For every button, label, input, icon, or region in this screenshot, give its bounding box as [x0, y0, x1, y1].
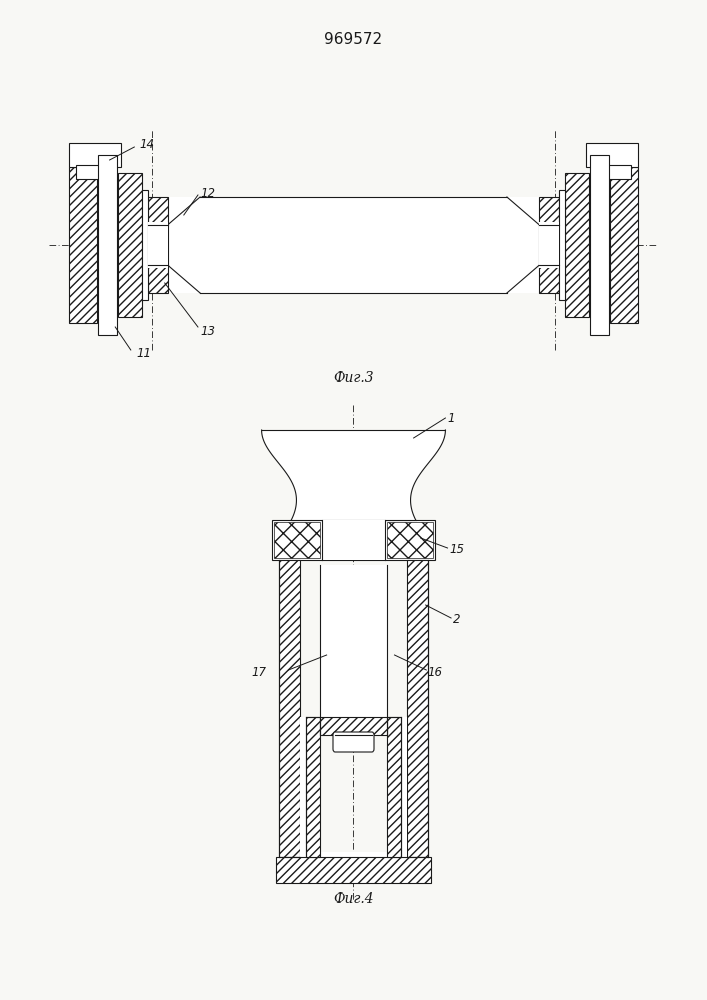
Bar [610, 167, 638, 323]
Bar [148, 222, 168, 268]
Text: 969572: 969572 [325, 32, 382, 47]
Bar [98, 155, 117, 335]
Bar [387, 717, 401, 857]
Text: 17: 17 [251, 666, 266, 679]
Bar [401, 717, 407, 857]
Bar [322, 520, 385, 560]
Text: 15: 15 [449, 543, 464, 556]
Bar [118, 173, 142, 317]
Bar [69, 167, 97, 323]
Bar [300, 717, 306, 857]
Bar [539, 222, 559, 268]
Bar [593, 165, 631, 179]
Bar [306, 717, 320, 857]
Bar [168, 197, 539, 293]
Bar [69, 143, 121, 167]
Bar [276, 857, 431, 883]
Text: Фиг.3: Фиг.3 [333, 371, 374, 385]
Bar [387, 522, 433, 558]
Bar [559, 190, 565, 300]
Text: 12: 12 [200, 187, 215, 200]
Bar [586, 143, 638, 167]
Text: 11: 11 [136, 347, 151, 360]
Bar [320, 565, 387, 717]
Text: 13: 13 [200, 325, 215, 338]
Bar [320, 717, 387, 735]
Bar [279, 560, 300, 857]
Bar [590, 155, 609, 335]
Text: Фиг.4: Фиг.4 [333, 892, 374, 906]
Bar [300, 852, 407, 857]
Text: 2: 2 [452, 613, 460, 626]
Bar [76, 165, 114, 179]
Bar [565, 173, 589, 317]
Bar [272, 520, 435, 560]
Bar [539, 197, 559, 293]
Bar [407, 560, 428, 857]
Bar [148, 197, 168, 293]
Text: 1: 1 [448, 412, 455, 425]
Bar [274, 522, 320, 558]
Text: 14: 14 [139, 138, 154, 151]
Bar [142, 190, 148, 300]
Polygon shape [262, 430, 445, 520]
Text: 16: 16 [428, 666, 443, 679]
FancyBboxPatch shape [333, 732, 374, 752]
